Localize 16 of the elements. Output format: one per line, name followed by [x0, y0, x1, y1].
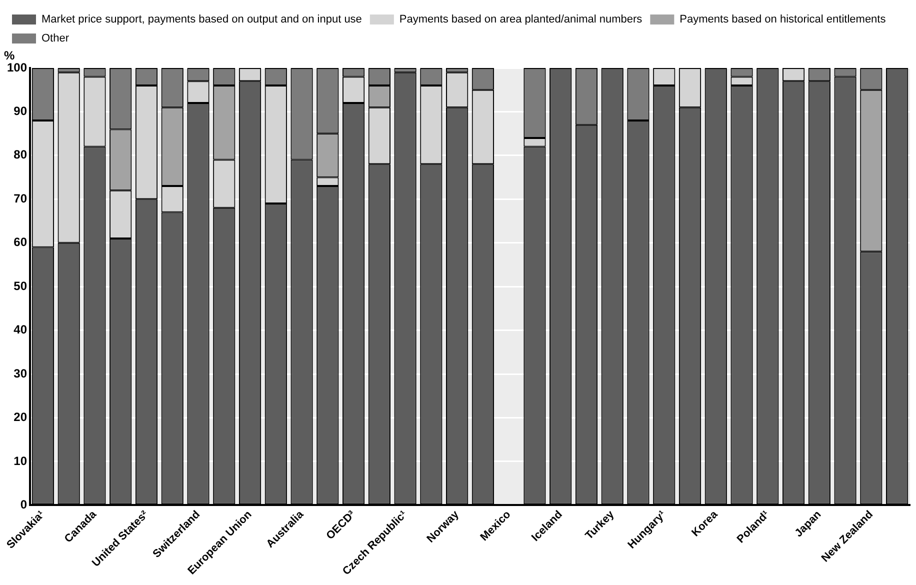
- y-tick-label: 0: [20, 497, 28, 512]
- y-tick-label: 30: [14, 366, 28, 380]
- y-tick-label: 70: [14, 191, 28, 206]
- y-tick-label: 60: [14, 235, 28, 250]
- y-tick-label: 10: [14, 454, 28, 468]
- legend-label: Other: [42, 32, 70, 45]
- y-tick-label: 90: [14, 104, 28, 118]
- y-tick-label: 100: [6, 60, 28, 74]
- y-tick-label: 50: [14, 278, 28, 293]
- y-tick-label: 80: [14, 148, 28, 162]
- y-tick-label: 40: [14, 322, 28, 337]
- legend-label: Market price support, payments based on output and on input use: [42, 14, 362, 26]
- legend-label: Payments based on historical entitlements: [680, 14, 886, 26]
- legend-label: Payments based on area planted/animal numbers: [399, 14, 643, 26]
- y-axis-title: %: [4, 48, 15, 62]
- y-tick-label: 20: [14, 410, 28, 424]
